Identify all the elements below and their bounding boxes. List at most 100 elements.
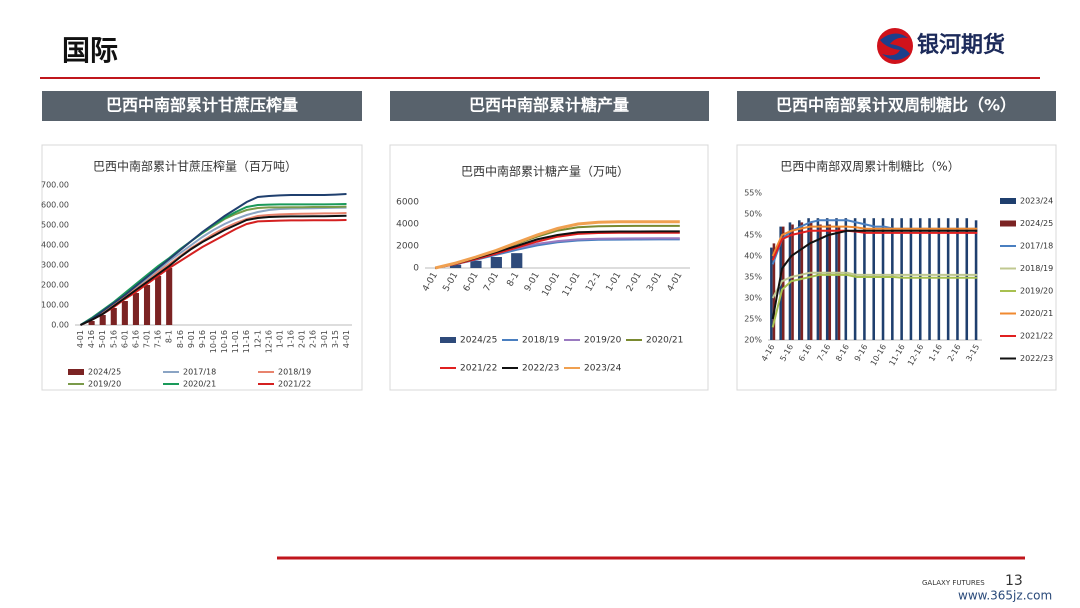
line-series <box>435 231 680 269</box>
y-tick-label: 45% <box>744 231 762 240</box>
x-tick-label: 9-01 <box>187 330 196 348</box>
x-tick-label: 3-15 <box>331 330 340 348</box>
y-tick-label: 40% <box>744 252 762 261</box>
x-tick-label: 10-16 <box>220 330 229 353</box>
x-tick-label: 5-01 <box>98 330 107 348</box>
legend-label: 2024/25 <box>460 336 497 346</box>
bar <box>511 253 523 268</box>
x-tick-label: 2-16 <box>309 330 318 348</box>
line-series <box>434 220 680 270</box>
x-tick-label: 10-01 <box>209 330 218 353</box>
panel-heading-box <box>737 91 1056 121</box>
legend-label: 2020/21 <box>183 380 216 389</box>
bar <box>965 218 969 340</box>
y-tick-label: 0 <box>413 264 419 274</box>
line-series <box>80 193 347 326</box>
x-tick-label: 8-16 <box>176 330 185 348</box>
line-series <box>771 225 978 257</box>
y-tick-label: 30% <box>744 294 762 303</box>
x-tick-label: 9-16 <box>198 330 207 348</box>
y-tick-label: 55% <box>744 189 762 198</box>
x-tick-label: 4-16 <box>87 330 96 348</box>
y-tick-label: 2000 <box>396 242 419 252</box>
watermark: www.365jz.com <box>958 589 1052 603</box>
bar <box>918 218 922 340</box>
bar <box>155 276 162 325</box>
legend-label: 2017/18 <box>1020 242 1053 251</box>
line-series <box>771 271 978 299</box>
legend-label: 2020/21 <box>646 336 683 346</box>
bar <box>853 218 857 340</box>
bar <box>909 218 913 340</box>
x-tick-label: 1-16 <box>287 330 296 348</box>
bar <box>844 218 848 340</box>
legend-label: 2023/24 <box>1020 197 1053 206</box>
legend-swatch <box>440 337 456 343</box>
y-tick-label: 300.00 <box>41 261 69 270</box>
bar <box>825 218 829 340</box>
bar <box>828 224 832 340</box>
y-tick-label: 500.00 <box>41 221 69 230</box>
x-tick-label: 5-16 <box>109 330 118 348</box>
slide-title: 国际 <box>62 34 118 67</box>
x-tick-label: 11-01 <box>231 330 240 353</box>
page-number: 13 <box>1005 573 1023 589</box>
bar <box>809 222 813 340</box>
y-tick-label: 25% <box>744 315 762 324</box>
y-tick-label: 200.00 <box>41 281 69 290</box>
bar <box>449 264 462 268</box>
chart-title: 巴西中南部双周累计制糖比（%） <box>780 159 959 174</box>
legend-label: 2022/23 <box>1020 354 1053 363</box>
legend-label: 2020/21 <box>1020 309 1053 318</box>
bar <box>772 243 776 340</box>
line-series <box>771 273 978 328</box>
bar <box>863 218 866 340</box>
bar <box>800 222 804 340</box>
bar <box>770 247 773 340</box>
x-tick-label: 3-01 <box>320 330 329 348</box>
bar <box>891 218 894 340</box>
legend-label: 2021/22 <box>460 364 497 374</box>
x-tick-label: 6-16 <box>131 330 140 348</box>
bar <box>166 268 173 325</box>
bar <box>837 226 841 340</box>
legend-label: 2021/22 <box>278 380 311 389</box>
bar <box>781 226 785 340</box>
legend-label: 2024/25 <box>1020 219 1053 228</box>
footer-brand: GALAXY FUTURES <box>922 579 985 587</box>
legend-label: 2018/19 <box>1020 264 1053 273</box>
chart-frame <box>41 144 363 391</box>
bar <box>946 218 950 340</box>
bar <box>99 315 106 325</box>
bar <box>143 285 151 325</box>
legend-label: 2021/22 <box>1020 332 1053 341</box>
panel-heading-box <box>390 91 709 121</box>
legend-swatch <box>1000 198 1016 204</box>
legend-label: 2018/19 <box>278 368 311 377</box>
legend-label: 2018/19 <box>522 336 560 346</box>
y-tick-label: 0.00 <box>51 321 69 330</box>
y-tick-label: 100.00 <box>41 301 69 310</box>
bar <box>132 293 139 325</box>
logo-text: 银河期货 <box>917 32 1005 58</box>
legend-label: 2023/24 <box>584 364 622 374</box>
bar <box>816 218 820 340</box>
legend-label: 2019/20 <box>88 380 121 389</box>
logo-icon <box>877 28 913 64</box>
bar <box>121 301 128 325</box>
panel-heading-box <box>42 91 362 121</box>
x-tick-label: 1-01 <box>275 330 284 348</box>
bar <box>807 218 810 340</box>
legend-label: 2022/23 <box>522 364 559 374</box>
x-tick-label: 4-01 <box>342 330 351 348</box>
bar <box>791 224 794 340</box>
x-tick-label: 8-1 <box>165 330 174 343</box>
y-tick-label: 50% <box>744 210 762 219</box>
bar <box>110 308 117 325</box>
x-tick-label: 7-01 <box>143 330 152 348</box>
line-series <box>80 214 347 326</box>
panel-heading: 巴西中南部累计双周制糖比（%） <box>776 96 1016 115</box>
bar <box>974 220 978 340</box>
legend-label: 2017/18 <box>183 368 216 377</box>
